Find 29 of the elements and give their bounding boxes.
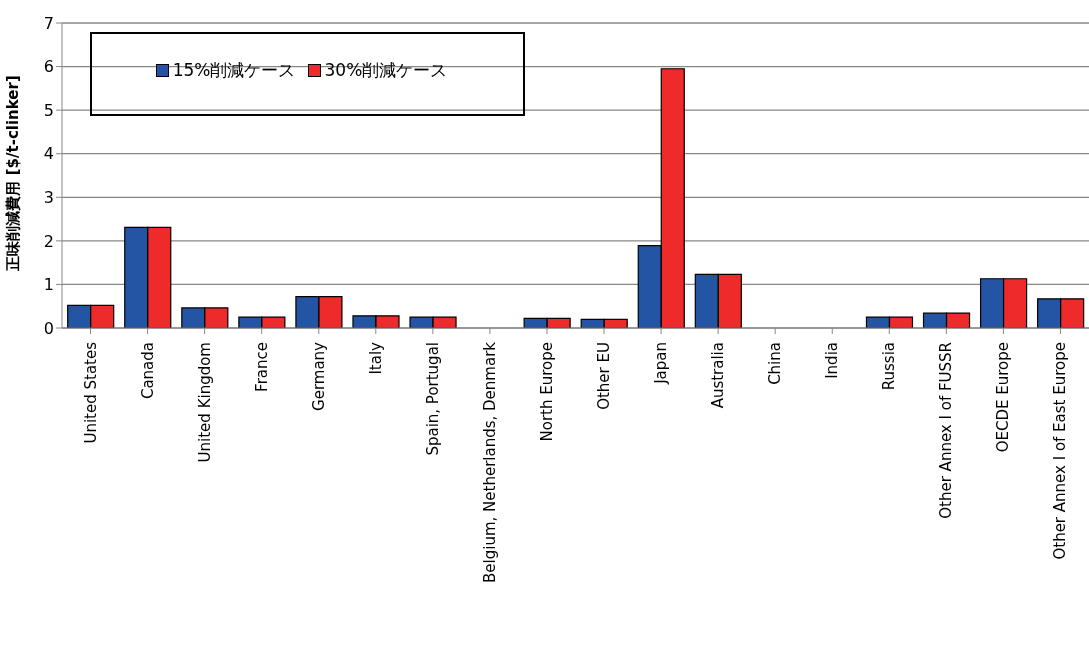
x-tick-label: Russia <box>880 342 899 391</box>
x-tick-label: Australia <box>709 342 728 409</box>
x-tick-label: Spain, Portugal <box>423 342 442 456</box>
x-tick-label: Other EU <box>595 342 614 410</box>
x-tick-label: China <box>766 342 785 385</box>
x-tick-label: North Europe <box>537 342 556 442</box>
x-tick-label: Belgium, Netherlands, Denmark <box>480 341 499 583</box>
x-tick-label: France <box>252 342 271 392</box>
x-tick-label: Germany <box>309 341 328 411</box>
y-tick-label: 1 <box>43 275 54 295</box>
y-tick-label: 4 <box>43 144 54 164</box>
y-tick-label: 2 <box>43 231 54 251</box>
y-tick-label: 5 <box>43 100 54 120</box>
x-tick-label: Italy <box>366 341 385 375</box>
x-tick-label: Canada <box>138 342 157 400</box>
y-tick-label: 3 <box>43 187 54 207</box>
y-tick-label: 7 <box>43 13 54 33</box>
x-tick-label: United Kingdom <box>195 342 214 463</box>
legend-label: 15%削減ケース <box>172 59 296 82</box>
y-tick-label: 0 <box>43 318 54 338</box>
x-tick-label: Other Annex I of FUSSR <box>937 342 956 519</box>
x-tick-label: OECDE Europe <box>994 342 1013 453</box>
y-tick-label: 6 <box>43 57 54 77</box>
x-tick-label: Japan <box>652 342 671 385</box>
legend-label: 30%削減ケース <box>324 59 448 82</box>
x-tick-label: United States <box>81 341 100 444</box>
x-tick-label: India <box>823 342 842 379</box>
y-axis-title: 正味削減費用 [$/t-clinker] <box>4 75 23 272</box>
x-tick-label: Other Annex I of East Europe <box>1051 342 1070 560</box>
